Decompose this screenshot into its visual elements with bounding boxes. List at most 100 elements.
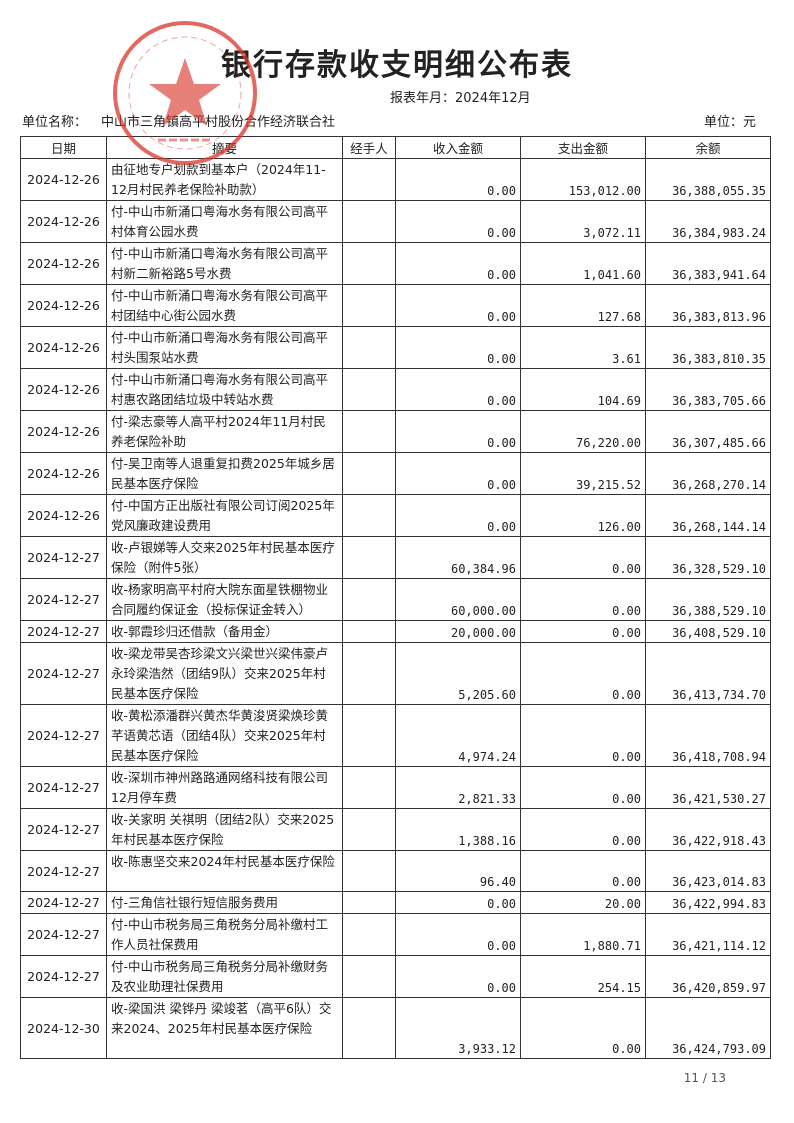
cell-income: 96.40	[395, 850, 521, 892]
table-row: 2024-12-26 付-中山市新涌口粤海水务有限公司高平村团结中心街公园水费 0.…	[20, 284, 771, 327]
unit-name-value: 中山市三角镇高平村股份合作经济联合社	[101, 115, 336, 130]
page-number: 11 / 13	[683, 1071, 726, 1085]
cell-income: 1,388.16	[395, 808, 521, 851]
cell-handler	[342, 494, 396, 537]
cell-date: 2024-12-27	[20, 704, 107, 767]
table-row: 2024-12-27 收-梁龙带吴杏珍梁文兴梁世兴梁伟豪卢永玲梁浩然（团结9队）交…	[20, 642, 771, 705]
cell-income: 0.00	[395, 913, 521, 956]
cell-income: 4,974.24	[395, 704, 521, 767]
cell-balance: 36,383,705.66	[645, 368, 771, 411]
table-row: 2024-12-26 付-梁志豪等人高平村2024年11月村民养老保险补助 0.00…	[20, 410, 771, 453]
cell-income: 0.00	[395, 891, 521, 914]
cell-summary: 收-卢银娣等人交来2025年村民基本医疗保险（附件5张）	[106, 536, 343, 579]
cell-summary: 付-中山市新涌口粤海水务有限公司高平村团结中心街公园水费	[106, 284, 343, 327]
cell-date: 2024-12-26	[20, 494, 107, 537]
unit-name: 单位名称： 中山市三角镇高平村股份合作经济联合社	[22, 111, 349, 130]
cell-date: 2024-12-27	[20, 850, 107, 892]
cell-expense: 254.15	[520, 955, 646, 998]
cell-summary: 付-中山市新涌口粤海水务有限公司高平村头围泵站水费	[106, 326, 343, 369]
table-row: 2024-12-27 收-卢银娣等人交来2025年村民基本医疗保险（附件5张） 60…	[20, 536, 771, 579]
report-period: 报表年月：2024年12月	[390, 91, 531, 106]
cell-summary: 收-梁龙带吴杏珍梁文兴梁世兴梁伟豪卢永玲梁浩然（团结9队）交来2025年村民基本…	[106, 642, 343, 705]
cell-expense: 3.61	[520, 326, 646, 369]
cell-handler	[342, 704, 396, 767]
cell-expense: 1,041.60	[520, 242, 646, 285]
cell-expense: 0.00	[520, 578, 646, 621]
cell-handler	[342, 642, 396, 705]
cell-date: 2024-12-27	[20, 536, 107, 579]
cell-balance: 36,421,114.12	[645, 913, 771, 956]
cell-balance: 36,423,014.83	[645, 850, 771, 892]
cell-date: 2024-12-26	[20, 158, 107, 201]
cell-handler	[342, 808, 396, 851]
cell-balance: 36,268,270.14	[645, 452, 771, 495]
cell-expense: 0.00	[520, 642, 646, 705]
table-row: 2024-12-27 收-郭霞珍归还借款（备用金） 20,000.00 0.00 36,…	[20, 620, 771, 643]
cell-handler	[342, 766, 396, 809]
cell-summary: 付-中山市新涌口粤海水务有限公司高平村惠农路团结垃圾中转站水费	[106, 368, 343, 411]
cell-balance: 36,413,734.70	[645, 642, 771, 705]
cell-date: 2024-12-27	[20, 955, 107, 998]
cell-expense: 39,215.52	[520, 452, 646, 495]
cell-date: 2024-12-26	[20, 200, 107, 243]
table-row: 2024-12-27 付-中山市税务局三角税务分局补缴财务及农业助理社保费用 0.0…	[20, 955, 771, 998]
cell-summary: 付-中山市新涌口粤海水务有限公司高平村体育公园水费	[106, 200, 343, 243]
cell-summary: 收-梁国洪 梁铧丹 梁竣茗（高平6队）交来2024、2025年村民基本医疗保险	[106, 997, 343, 1059]
cell-income: 0.00	[395, 494, 521, 537]
cell-date: 2024-12-27	[20, 620, 107, 643]
cell-summary: 付-中国方正出版社有限公司订阅2025年党风廉政建设费用	[106, 494, 343, 537]
cell-handler	[342, 620, 396, 643]
cell-balance: 36,383,813.96	[645, 284, 771, 327]
cell-summary: 付-吴卫南等人退重复扣费2025年城乡居民基本医疗保险	[106, 452, 343, 495]
cell-expense: 0.00	[520, 704, 646, 767]
table-row: 2024-12-30 收-梁国洪 梁铧丹 梁竣茗（高平6队）交来2024、2025…	[20, 997, 771, 1059]
cell-summary: 付-梁志豪等人高平村2024年11月村民养老保险补助	[106, 410, 343, 453]
cell-date: 2024-12-27	[20, 808, 107, 851]
cell-income: 0.00	[395, 410, 521, 453]
currency-unit: 单位：元	[703, 115, 756, 130]
cell-income: 0.00	[395, 326, 521, 369]
cell-summary: 付-中山市新涌口粤海水务有限公司高平村新二新裕路5号水费	[106, 242, 343, 285]
cell-balance: 36,422,994.83	[645, 891, 771, 914]
cell-handler	[342, 410, 396, 453]
cell-income: 2,821.33	[395, 766, 521, 809]
cell-handler	[342, 891, 396, 914]
cell-summary: 收-关家明 关祺明（团结2队）交来2025年村民基本医疗保险	[106, 808, 343, 851]
table-row: 2024-12-27 收-黄松添潘群兴黄杰华黄浚贤梁焕珍黄芊语黄芯语（团结4队）交…	[20, 704, 771, 767]
column-header-summary: 摘要	[106, 136, 343, 159]
cell-date: 2024-12-27	[20, 578, 107, 621]
cell-date: 2024-12-26	[20, 368, 107, 411]
table-row: 2024-12-27 付-中山市税务局三角税务分局补缴村工作人员社保费用 0.00 1…	[20, 913, 771, 956]
cell-date: 2024-12-27	[20, 642, 107, 705]
cell-date: 2024-12-27	[20, 766, 107, 809]
table-row: 2024-12-26 付-中山市新涌口粤海水务有限公司高平村惠农路团结垃圾中转站水…	[20, 368, 771, 411]
cell-handler	[342, 536, 396, 579]
cell-date: 2024-12-26	[20, 410, 107, 453]
cell-summary: 付-三角信社银行短信服务费用	[106, 891, 343, 914]
cell-balance: 36,421,530.27	[645, 766, 771, 809]
page-title: 银行存款收支明细公布表	[221, 48, 573, 83]
table-row: 2024-12-27 收-杨家明高平村府大院东面星铁棚物业合同履约保证金（投标保证…	[20, 578, 771, 621]
cell-expense: 20.00	[520, 891, 646, 914]
table-row: 2024-12-26 付-中山市新涌口粤海水务有限公司高平村体育公园水费 0.00 3…	[20, 200, 771, 243]
cell-handler	[342, 158, 396, 201]
cell-date: 2024-12-26	[20, 326, 107, 369]
cell-date: 2024-12-27	[20, 913, 107, 956]
ledger-table: 日期 摘要 经手人 收入金额 支出金额 余额 2024-12-26 由征地专户划款到基本户（…	[20, 136, 771, 1059]
cell-expense: 76,220.00	[520, 410, 646, 453]
cell-expense: 126.00	[520, 494, 646, 537]
cell-handler	[342, 284, 396, 327]
cell-income: 20,000.00	[395, 620, 521, 643]
cell-summary: 付-中山市税务局三角税务分局补缴村工作人员社保费用	[106, 913, 343, 956]
cell-summary: 收-深圳市神州路路通网络科技有限公司12月停车费	[106, 766, 343, 809]
cell-summary: 收-黄松添潘群兴黄杰华黄浚贤梁焕珍黄芊语黄芯语（团结4队）交来2025年村民基本…	[106, 704, 343, 767]
cell-balance: 36,388,529.10	[645, 578, 771, 621]
cell-income: 60,000.00	[395, 578, 521, 621]
cell-expense: 0.00	[520, 997, 646, 1059]
cell-income: 3,933.12	[395, 997, 521, 1059]
cell-expense: 0.00	[520, 808, 646, 851]
cell-balance: 36,424,793.09	[645, 997, 771, 1059]
cell-balance: 36,383,941.64	[645, 242, 771, 285]
table-row: 2024-12-27 收-陈惠坚交来2024年村民基本医疗保险 96.40 0.00 3…	[20, 850, 771, 892]
unit-name-label: 单位名称：	[22, 115, 88, 130]
